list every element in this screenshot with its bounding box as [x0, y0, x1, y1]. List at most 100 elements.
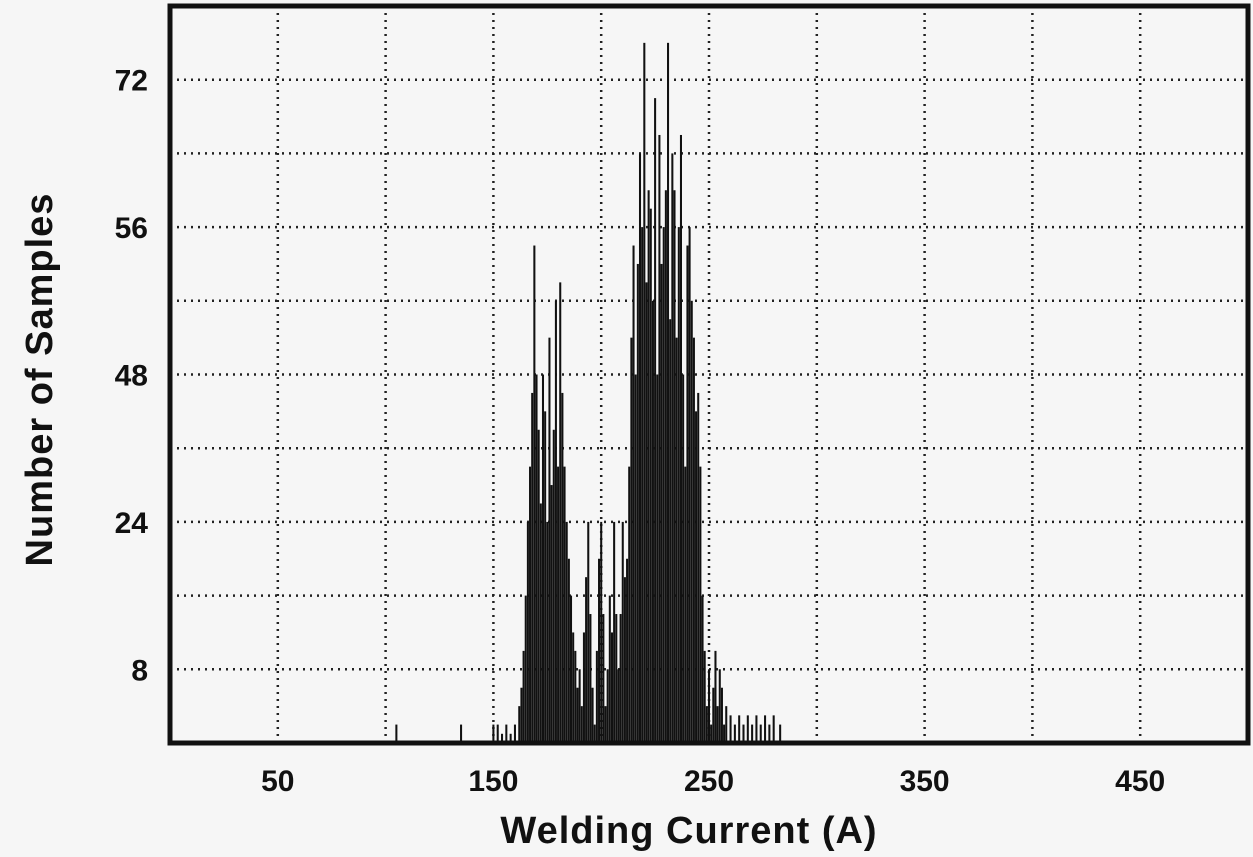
histogram-bar	[572, 632, 575, 743]
histogram-bar	[604, 706, 607, 743]
histogram-bar	[638, 153, 642, 743]
histogram-bar	[589, 614, 592, 743]
y-tick-label: 48	[115, 360, 148, 393]
histogram-bar	[686, 245, 689, 743]
histogram-bar	[595, 650, 598, 743]
histogram-bar	[544, 411, 547, 743]
histogram-bar	[699, 466, 702, 743]
x-tick-label: 150	[468, 765, 518, 798]
histogram-bar	[550, 485, 553, 743]
histogram-bar	[537, 429, 540, 743]
histogram-bar	[524, 595, 527, 743]
histogram-bar	[559, 282, 562, 743]
histogram-bar	[755, 715, 758, 743]
histogram-bar	[772, 715, 775, 743]
histogram-bar	[626, 558, 629, 743]
histogram-bar	[764, 715, 767, 743]
histogram-bar	[600, 521, 603, 743]
histogram-bar	[645, 282, 648, 743]
histogram-bar	[513, 724, 516, 743]
histogram-bar	[723, 724, 726, 743]
histogram-bar	[526, 521, 529, 743]
histogram-bar	[677, 227, 680, 744]
x-tick-labels: 50 150 250 350 450	[261, 765, 1165, 798]
histogram-bar	[598, 558, 601, 743]
histogram-bar	[667, 42, 670, 744]
histogram-bar	[692, 337, 695, 743]
x-tick-label: 350	[900, 765, 950, 798]
histogram-bar	[531, 392, 534, 743]
histogram-bar	[617, 669, 620, 743]
histogram-bar	[580, 706, 583, 743]
histogram-bar	[673, 190, 676, 743]
histogram-bar	[682, 374, 685, 743]
histogram-bar	[615, 614, 618, 743]
histogram-bar	[535, 374, 538, 743]
histogram-bar	[557, 466, 560, 743]
x-tick-label: 450	[1115, 765, 1165, 798]
histogram-bar	[569, 595, 573, 743]
histogram-bar	[608, 595, 611, 743]
histogram-bar	[533, 245, 536, 743]
histogram-bar	[725, 706, 728, 743]
histogram-bar	[759, 724, 762, 743]
histogram-bar	[703, 650, 706, 743]
histogram-bar	[492, 724, 495, 743]
histogram-bar	[660, 263, 663, 743]
histogram-bar	[654, 98, 657, 743]
y-tick-label: 56	[115, 212, 148, 245]
histogram-bar	[647, 190, 650, 743]
histogram-bar	[695, 411, 698, 743]
histogram-bar	[671, 153, 674, 743]
histogram-bar	[520, 687, 523, 743]
histogram-bar	[675, 337, 678, 743]
histogram-bar	[395, 724, 398, 743]
histogram-bar	[684, 466, 687, 743]
histogram-bar	[688, 227, 691, 744]
histogram-bar	[529, 466, 532, 743]
histogram-bar	[500, 733, 504, 743]
histogram-bar	[610, 632, 614, 743]
histogram-bar	[714, 650, 717, 743]
histogram-bar	[641, 227, 644, 744]
histogram-bar	[746, 715, 749, 743]
histogram-bar	[552, 429, 555, 743]
histogram-bar	[578, 669, 581, 743]
x-tick-label: 250	[684, 765, 734, 798]
histogram-bar	[710, 724, 713, 743]
y-tick-label: 72	[115, 65, 148, 98]
histogram-bar	[718, 669, 721, 743]
histogram-bar	[621, 521, 624, 743]
y-axis-title: Number of Samples	[19, 193, 61, 567]
histogram-bar	[733, 724, 736, 743]
histogram-bar	[567, 558, 570, 743]
y-tick-label: 24	[115, 507, 149, 540]
histogram-bar	[546, 521, 549, 743]
histogram-bar	[768, 724, 771, 743]
histogram-bar	[602, 614, 605, 743]
histogram-bar	[565, 521, 568, 743]
histogram-bar	[548, 337, 551, 743]
histogram-bar	[496, 724, 499, 743]
histogram-bar	[707, 669, 711, 743]
bars-group	[395, 42, 782, 744]
histogram-bar	[651, 300, 654, 743]
histogram-bar	[643, 42, 646, 744]
histogram-bar	[561, 392, 564, 743]
histogram-bar	[720, 687, 723, 743]
histogram-bar	[585, 577, 588, 743]
histogram-bar	[509, 733, 512, 743]
histogram-bar	[658, 134, 661, 744]
histogram-bar	[587, 521, 590, 743]
x-axis-title: Welding Current (A)	[500, 810, 877, 852]
histogram-bar	[712, 687, 715, 743]
y-tick-labels: 8 24 48 56 72	[115, 65, 149, 688]
histogram-bar	[716, 706, 719, 743]
histogram-bar	[701, 595, 704, 743]
histogram-bar	[634, 374, 637, 743]
histogram-bar	[679, 134, 682, 744]
plot-frame	[167, 3, 1251, 746]
histogram-bar	[613, 521, 616, 743]
